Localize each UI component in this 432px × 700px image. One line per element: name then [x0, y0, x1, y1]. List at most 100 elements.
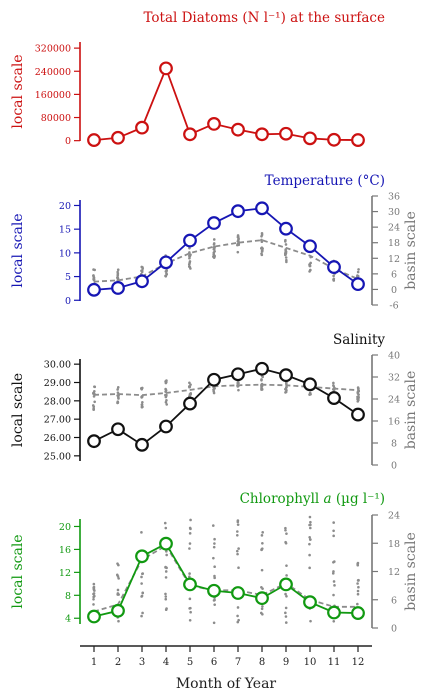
right-tick-label: 6: [391, 269, 397, 280]
left-tick-label: 80000: [41, 113, 71, 124]
month-ticks: 1 2 3 4 5 6 7 8 9 10 11 12: [91, 646, 364, 668]
local-data-point: [111, 603, 125, 618]
basin-observation-point: [213, 603, 216, 606]
basin-observation-point: [188, 532, 192, 535]
basin-observation-point: [332, 279, 336, 282]
basin-observation-point: [284, 256, 288, 259]
basin-observation-point: [356, 390, 360, 394]
basin-observation-point: [165, 272, 168, 275]
basin-observation-point: [213, 598, 216, 602]
basin-observation-point: [164, 595, 168, 598]
basin-observation-point: [92, 268, 95, 271]
local-data-point: [135, 274, 149, 289]
basin-observation-point: [332, 593, 335, 597]
right-tick-label: -6: [389, 301, 398, 312]
basin-observation-point: [332, 274, 335, 278]
basin-observation-point: [357, 268, 360, 271]
basin-observation-point: [236, 552, 239, 556]
basin-observation-point: [140, 269, 144, 272]
local-data-point: [135, 120, 149, 135]
left-tick-label: 5: [65, 272, 71, 283]
local-data-point: [159, 61, 173, 76]
basin-observation-point: [140, 582, 143, 585]
basin-observation-point: [285, 385, 288, 389]
basin-observation-point: [213, 254, 216, 258]
panel-title: Chlorophyll a (µg l⁻¹): [240, 491, 385, 507]
panel-title: Salinity: [333, 332, 385, 348]
basin-observation-point: [284, 606, 288, 610]
basin-observation-point: [141, 572, 145, 575]
basin-observation-point: [284, 387, 287, 391]
basin-observation-point: [116, 401, 120, 404]
basin-observation-point: [140, 531, 143, 534]
left-axis-label: local scale: [10, 213, 26, 287]
basin-observation-point: [141, 591, 145, 595]
right-tick-label: 24: [388, 395, 400, 406]
basin-observation-point: [116, 276, 119, 280]
basin-observation-point: [260, 379, 263, 382]
basin-observation-point: [164, 387, 167, 391]
basin-observation-point: [236, 620, 240, 624]
right-tick-label: 30: [388, 207, 400, 218]
local-data-point: [279, 221, 293, 236]
basin-observation-point: [237, 388, 240, 392]
right-tick-label: 12: [388, 254, 400, 265]
basin-observation-point: [285, 594, 288, 598]
basin-observation-point: [187, 263, 191, 266]
basin-observation-point: [236, 519, 240, 522]
basin-observation-point: [140, 386, 143, 390]
right-tick-label: 0: [391, 285, 397, 296]
basin-observation-point: [284, 611, 287, 615]
basin-observation-point: [189, 518, 192, 522]
left-tick-label: 28.00: [44, 396, 71, 407]
basin-observation-point: [260, 568, 264, 572]
basin-observation-point: [213, 387, 216, 390]
basin-observation-point: [189, 267, 192, 270]
basin-observation-point: [164, 274, 167, 278]
left-tick-label: 30.00: [44, 360, 71, 371]
right-tick-label: 0: [391, 624, 397, 635]
month-tick-label: 8: [259, 657, 265, 668]
left-tick-label: 25.00: [44, 451, 71, 462]
basin-observation-point: [189, 606, 192, 610]
basin-observation-point: [356, 400, 360, 403]
basin-observation-point: [308, 566, 311, 570]
basin-observation-point: [188, 385, 191, 389]
left-tick-label: 12: [59, 568, 71, 579]
local-data-point: [351, 606, 365, 620]
basin-observation-point: [260, 388, 264, 391]
basin-observation-point: [164, 608, 168, 612]
month-axis: 1 2 3 4 5 6 7 8 9 10 11 12 Month of Year: [80, 645, 372, 692]
basin-observation-point: [332, 560, 335, 564]
basin-observation-point: [357, 579, 360, 582]
right-axis-label: basin scale: [403, 532, 419, 611]
panel-title: Temperature (°C): [265, 173, 385, 189]
basin-observation-point: [189, 610, 192, 614]
local-series-line: [93, 542, 359, 618]
chart-panel-diatoms: Total Diatoms (N l⁻¹) at the surface 0 800…: [10, 10, 385, 147]
month-tick-label: 11: [328, 657, 341, 668]
basin-observation-point: [284, 243, 288, 246]
basin-observation-point: [92, 595, 95, 599]
basin-observation-point: [92, 592, 96, 595]
basin-observation-point: [92, 276, 96, 280]
right-tick-label: 24: [388, 223, 400, 234]
basin-observation-point: [213, 576, 216, 580]
local-data-point: [183, 577, 197, 592]
basin-observation-point: [141, 266, 144, 269]
basin-observation-point: [188, 575, 191, 579]
left-tick-label: 26.00: [44, 433, 71, 444]
local-data-point: [303, 239, 317, 254]
local-data-point: [183, 233, 197, 248]
basin-observation-point: [212, 243, 216, 246]
basin-observation-point: [92, 587, 96, 590]
basin-observation-point: [164, 400, 168, 404]
basin-observation-point: [212, 238, 216, 241]
panel-title: Total Diatoms (N l⁻¹) at the surface: [143, 10, 385, 26]
local-data-point: [87, 133, 101, 147]
basin-observation-point: [309, 538, 312, 541]
basin-observation-point: [261, 605, 264, 608]
left-tick-label: 29.00: [44, 378, 71, 389]
basin-observation-point: [237, 238, 240, 241]
basin-observation-point: [164, 526, 168, 530]
